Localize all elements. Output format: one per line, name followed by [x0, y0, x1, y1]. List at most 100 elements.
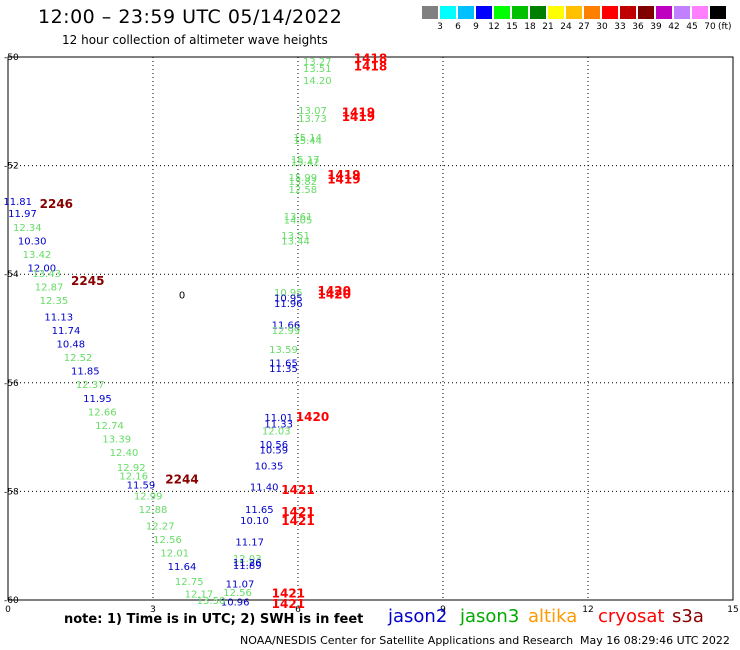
- swh-point-label: 13.27: [303, 57, 332, 68]
- x-tick-label: 15: [727, 605, 738, 615]
- chart-axes: 0 3 6 9 12 15 -50 -52 -54 -56 -58 -60: [4, 53, 739, 615]
- color-scale-label: 24: [560, 22, 572, 32]
- swh-point-label: 12.01: [160, 549, 189, 560]
- swh-point-label: 10.95: [274, 293, 303, 304]
- legend-item-jason2: jason2: [388, 606, 448, 627]
- track-id-label: 1419: [327, 168, 360, 182]
- swh-point-label: 11.96: [274, 299, 303, 310]
- swh-point-label: 13.51: [303, 64, 332, 75]
- swh-point-label: 12.92: [117, 463, 146, 474]
- swh-point-label: 12.35: [40, 296, 69, 307]
- swh-point-label: 15.42: [291, 158, 320, 169]
- color-scale-swatch: [692, 6, 708, 19]
- color-scale-unit: (ft): [718, 22, 732, 32]
- color-scale-swatch: [512, 6, 528, 19]
- color-scale-swatch: [584, 6, 600, 19]
- page-title: 12:00 – 23:59 UTC 05/14/2022: [38, 6, 343, 28]
- color-scale-swatch: [602, 6, 618, 19]
- color-scale-label: 42: [668, 22, 680, 32]
- y-tick-label: -60: [4, 596, 19, 606]
- color-scale-swatch: [458, 6, 474, 19]
- color-scale-swatch: [548, 6, 564, 19]
- swh-point-label: 13.51: [281, 231, 310, 242]
- color-scale-label: 27: [578, 22, 590, 32]
- color-scale-label: 18: [524, 22, 536, 32]
- track-id-label: 1421: [281, 514, 314, 528]
- swh-point-label: 14.05: [284, 216, 313, 227]
- track-id-label: 2244: [165, 472, 198, 486]
- swh-point-label: 12.40: [110, 448, 139, 459]
- color-scale-label: 6: [455, 22, 461, 32]
- footer-note: note: 1) Time is in UTC; 2) SWH is in fe…: [64, 612, 364, 627]
- swh-point-label: 11.81: [3, 197, 32, 208]
- color-scale-label: 36: [632, 22, 644, 32]
- legend-item-cryosat: cryosat: [598, 606, 665, 627]
- track-id-label: 2246: [40, 197, 73, 211]
- swh-point-label: 11.95: [83, 394, 112, 405]
- swh-point-label: 12.16: [119, 471, 148, 482]
- chart-annotation: 0: [179, 291, 185, 302]
- color-scale-label: 39: [650, 22, 662, 32]
- swh-point-label: 11.35: [269, 364, 298, 375]
- track-id-label: 1421: [272, 586, 305, 600]
- swh-point-label: 11.59: [127, 481, 156, 492]
- color-scale-swatch: [476, 6, 492, 19]
- color-scale-label: 45: [686, 22, 698, 32]
- y-tick-label: -58: [4, 487, 19, 497]
- swh-point-label: 12.66: [88, 407, 117, 418]
- swh-point-label: 12.58: [289, 185, 318, 196]
- swh-point-label: 11.40: [250, 482, 279, 493]
- credit-text: NOAA/NESDIS Center for Satellite Applica…: [240, 634, 574, 647]
- swh-point-label: 11.74: [52, 326, 81, 337]
- swh-point-label: 10.56: [260, 440, 289, 451]
- swh-point-label: 15.44: [293, 136, 322, 147]
- color-scale-label: 21: [542, 22, 554, 32]
- track-id-label: 1421: [281, 483, 314, 497]
- swh-point-label: 12.03: [233, 554, 262, 565]
- swh-point-label: 13.61: [284, 212, 313, 223]
- swh-point-label: 12.99: [134, 492, 163, 503]
- x-tick-label: 0: [5, 605, 11, 615]
- swh-point-label: 15.99: [289, 173, 318, 184]
- swh-point-label: 12.00: [28, 263, 57, 274]
- color-scale-label: 70: [704, 22, 716, 32]
- swh-point-label: 11.33: [264, 419, 293, 430]
- swh-point-label: 11.97: [8, 209, 37, 220]
- legend-item-s3a: s3a: [672, 606, 704, 627]
- swh-point-label: 10.48: [57, 340, 86, 351]
- y-tick-label: -50: [4, 53, 19, 63]
- color-scale-swatch: [440, 6, 456, 19]
- swh-point-label: 12.88: [139, 505, 168, 516]
- track-id-label: 1418: [354, 51, 387, 65]
- track-id-label: 1420: [318, 288, 351, 302]
- y-tick-label: -54: [4, 270, 19, 280]
- legend-item-altika: altika: [528, 606, 578, 627]
- color-scale-swatch: [674, 6, 690, 19]
- track-id-label: 2245: [71, 274, 104, 288]
- swh-point-label: 11.85: [71, 367, 100, 378]
- color-scale-label: 33: [614, 22, 626, 32]
- generated-timestamp: May 16 08:29:46 UTC 2022: [580, 634, 730, 647]
- swh-point-label: 12.74: [95, 421, 124, 432]
- y-tick-label: -56: [4, 379, 19, 389]
- swh-point-label: 13.50: [197, 596, 226, 607]
- x-tick-label: 3: [150, 605, 156, 615]
- color-scale-swatch: [530, 6, 546, 19]
- track-id-label: 1419: [327, 173, 360, 187]
- swh-point-label: 10.95: [274, 288, 303, 299]
- color-scale-swatch: [566, 6, 582, 19]
- swh-point-label: 15.17: [291, 155, 320, 166]
- swh-point-label: 12.17: [185, 589, 214, 600]
- color-scale-swatch: [620, 6, 636, 19]
- color-scale-label: 12: [488, 22, 500, 32]
- x-tick-label: 9: [440, 605, 446, 615]
- swh-point-label: 11.66: [272, 321, 301, 332]
- swh-point-label: 10.35: [255, 462, 284, 473]
- swh-point-label: 15.82: [289, 177, 318, 188]
- swh-point-label: 10.96: [221, 597, 250, 608]
- swh-point-label: 12.99: [272, 326, 301, 337]
- swh-point-label: 13.43: [32, 269, 61, 280]
- swh-point-label: 13.44: [281, 236, 310, 247]
- swh-point-label: 12.03: [262, 426, 291, 437]
